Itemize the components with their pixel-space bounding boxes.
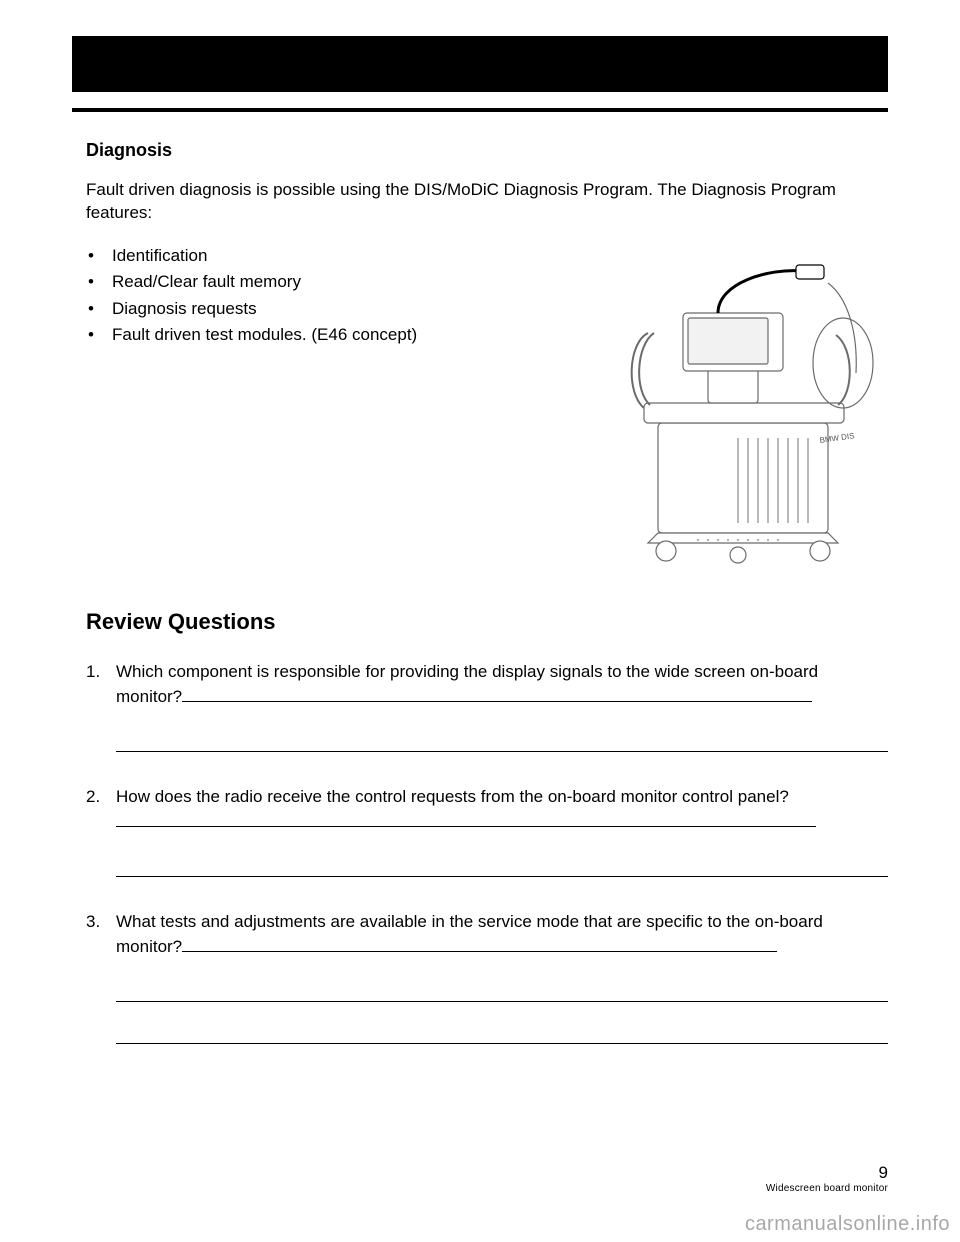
- page-footer: 9 Widescreen board monitor: [766, 1163, 888, 1194]
- review-questions: Which component is responsible for provi…: [86, 659, 888, 1044]
- dis-cart-icon: BMW DIS: [588, 243, 888, 573]
- diagnosis-intro: Fault driven diagnosis is possible using…: [86, 179, 888, 225]
- review-question: How does the radio receive the control r…: [86, 784, 888, 877]
- answer-blank-line: [116, 730, 888, 752]
- answer-blank-inline: [116, 826, 816, 827]
- question-text: Which component is responsible for provi…: [116, 662, 818, 707]
- page: Diagnosis Fault driven diagnosis is poss…: [0, 0, 960, 1242]
- answer-blank-inline: [182, 701, 812, 702]
- footer-caption: Widescreen board monitor: [766, 1183, 888, 1194]
- diagnosis-heading: Diagnosis: [86, 140, 888, 161]
- review-question: What tests and adjustments are available…: [86, 909, 888, 1044]
- dis-cart-figure: BMW DIS: [588, 243, 888, 573]
- review-heading: Review Questions: [86, 609, 888, 635]
- answer-blank-line: [116, 1022, 888, 1044]
- review-question: Which component is responsible for provi…: [86, 659, 888, 752]
- bullet-item: Identification: [86, 243, 564, 269]
- content-area: Diagnosis Fault driven diagnosis is poss…: [86, 140, 888, 1162]
- diagnosis-two-col: Identification Read/Clear fault memory D…: [86, 243, 888, 573]
- answer-blank-line: [116, 855, 888, 877]
- bullet-item: Diagnosis requests: [86, 296, 564, 322]
- question-text: How does the radio receive the control r…: [116, 787, 789, 806]
- header-black-bar: [72, 36, 888, 92]
- watermark: carmanualsonline.info: [745, 1213, 950, 1236]
- bullet-item: Read/Clear fault memory: [86, 269, 564, 295]
- page-number: 9: [766, 1163, 888, 1183]
- header-rule: [72, 108, 888, 112]
- diagnosis-bullets: Identification Read/Clear fault memory D…: [86, 243, 564, 348]
- answer-blank-line: [116, 980, 888, 1002]
- answer-blank-inline: [182, 951, 777, 952]
- question-text: What tests and adjustments are available…: [116, 912, 823, 957]
- bullet-item: Fault driven test modules. (E46 concept): [86, 322, 564, 348]
